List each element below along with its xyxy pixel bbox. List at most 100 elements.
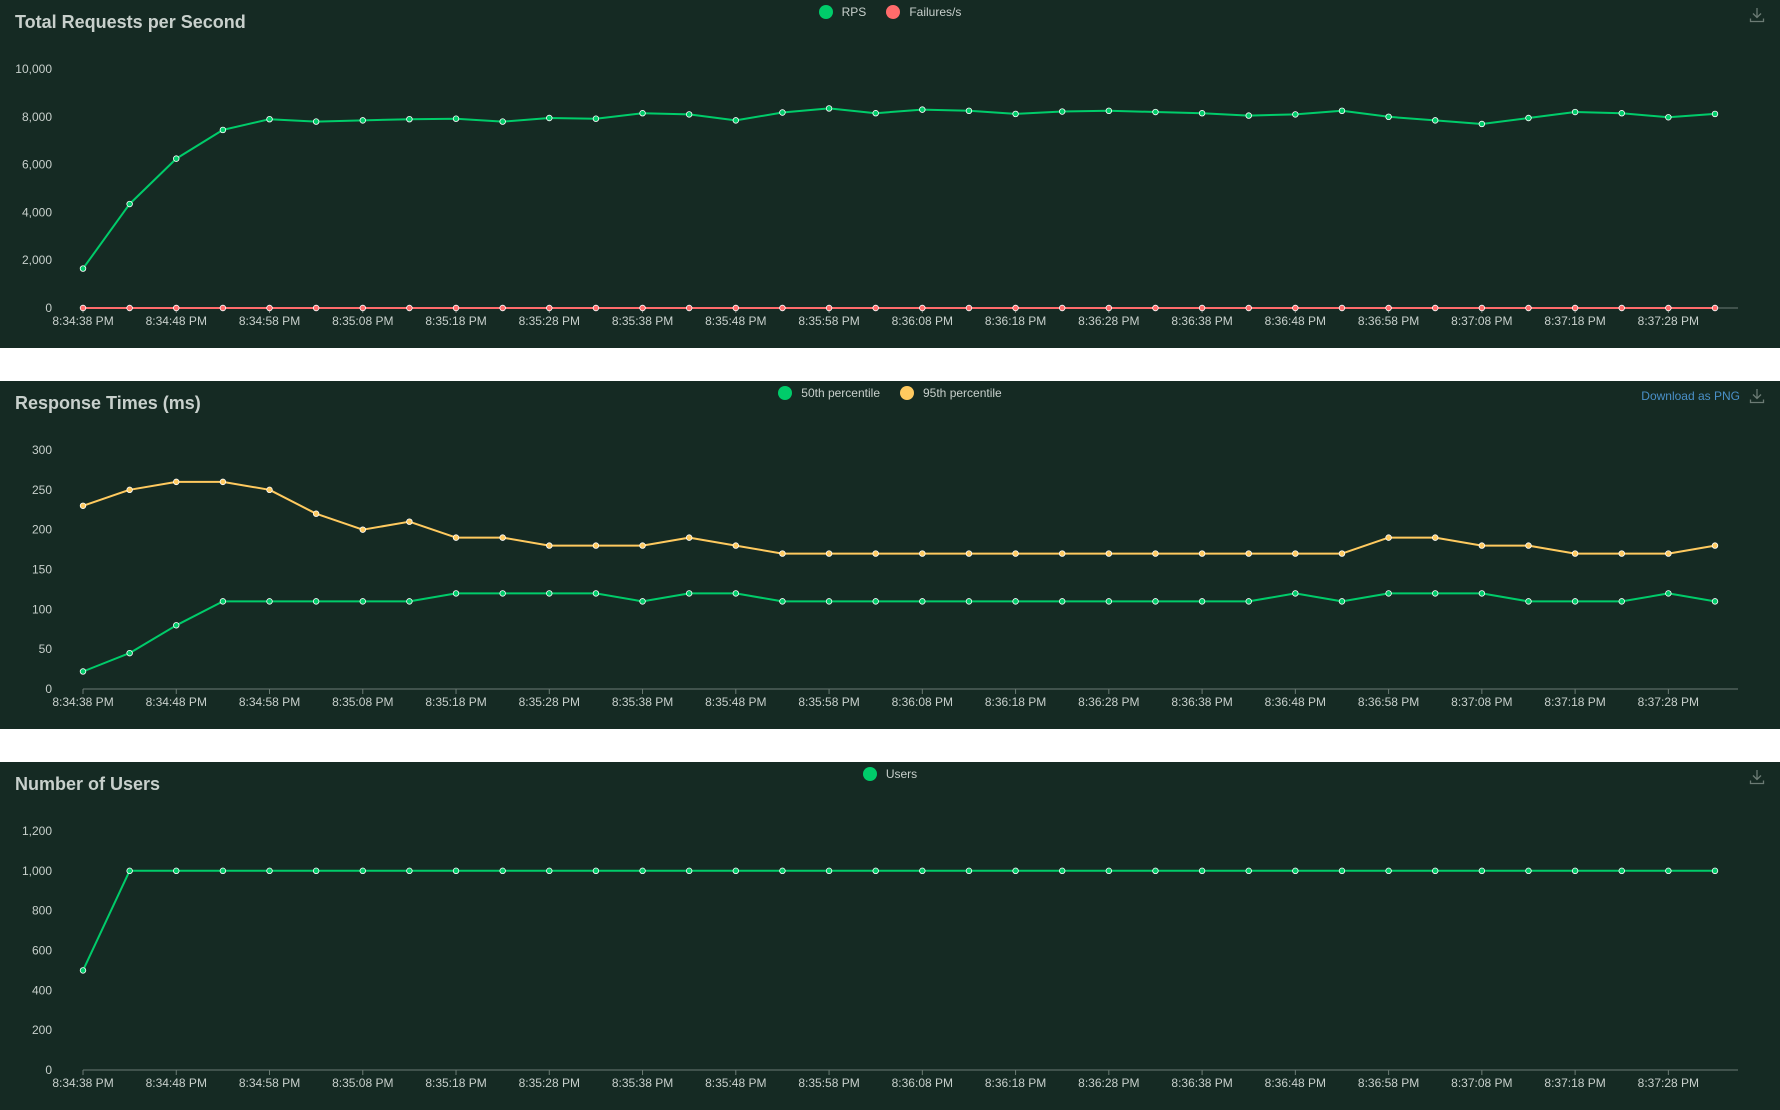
download-icon: [1749, 770, 1765, 785]
legend-users-dot: [862, 767, 877, 781]
50th-percentile-point: [592, 590, 600, 597]
rps-point: [79, 265, 87, 272]
response-times-chart-title: Response Times (ms): [15, 393, 201, 413]
rps-point: [965, 107, 973, 115]
rps-point: [825, 105, 833, 112]
failures-s-point: [312, 304, 320, 312]
x-tick-label: 8:35:58 PM: [798, 1076, 859, 1090]
y-tick-label: 4,000: [22, 205, 52, 219]
response-times-chart: 8:34:38 PM 8:34:48 PM 8:34:58 PM 8:35:08 PM…: [32, 443, 1738, 709]
50th-percentile-point: [1665, 590, 1672, 597]
50th-percentile-point: [919, 598, 926, 605]
x-tick-label: 8:36:38 PM: [1171, 1076, 1232, 1090]
rps-point: [1432, 117, 1439, 124]
x-tick-label: 8:35:48 PM: [705, 695, 766, 709]
rps-point: [546, 114, 553, 122]
users-point: [1618, 867, 1625, 875]
rps-point: [1058, 108, 1066, 115]
x-tick-label: 8:37:08 PM: [1451, 1076, 1512, 1090]
95th-percentile-point: [825, 550, 833, 557]
95th-percentile-point: [1618, 550, 1625, 557]
users-point: [1525, 867, 1532, 875]
x-tick-label: 8:37:18 PM: [1544, 695, 1605, 709]
legend-rps-label: RPS: [841, 5, 867, 19]
legend-item-failures[interactable]: Failures/s: [886, 5, 961, 19]
95th-percentile-point: [639, 542, 646, 549]
users-point: [79, 967, 87, 974]
rps-point: [1292, 111, 1299, 118]
users-point: [1105, 867, 1113, 875]
y-tick-label: 200: [32, 1023, 52, 1037]
failures-s-point: [779, 304, 786, 312]
95th-percentile-point: [732, 542, 739, 549]
users-point: [825, 867, 833, 875]
legend-p95-label: 95th percentile: [923, 386, 1002, 400]
50th-percentile-point: [79, 668, 87, 675]
failures-s-point: [546, 304, 553, 312]
x-tick-label: 8:36:38 PM: [1171, 695, 1232, 709]
x-tick-label: 8:35:58 PM: [798, 695, 859, 709]
y-tick-label: 100: [32, 602, 52, 616]
y-tick-label: 400: [32, 983, 52, 997]
failures-s-point: [1665, 304, 1672, 312]
x-tick-label: 8:35:08 PM: [332, 314, 393, 328]
rps-point: [1245, 112, 1252, 119]
legend-item-p95[interactable]: 95th percentile: [900, 386, 1002, 400]
50th-percentile-point: [779, 598, 786, 605]
y-tick-label: 250: [32, 483, 52, 497]
x-tick-label: 8:34:48 PM: [146, 314, 207, 328]
rps-point: [1711, 110, 1719, 118]
failures-s-point: [1432, 304, 1439, 312]
50th-percentile-point: [452, 590, 460, 597]
50th-percentile-point: [825, 598, 833, 605]
95th-percentile-point: [919, 550, 926, 557]
failures-s-point: [359, 304, 366, 312]
y-tick-label: 0: [45, 682, 52, 696]
50th-percentile-point: [312, 598, 320, 605]
users-point: [406, 867, 413, 875]
rps-point: [1571, 108, 1579, 116]
failures-s-point: [406, 304, 413, 312]
95th-percentile-point: [872, 550, 879, 557]
x-tick-label: 8:34:38 PM: [52, 1076, 113, 1090]
users-point: [592, 867, 600, 875]
x-tick-label: 8:36:18 PM: [985, 695, 1046, 709]
failures-s-point: [1105, 304, 1113, 312]
rps-point: [1105, 107, 1113, 115]
rps-point: [1478, 120, 1486, 128]
rps-point: [359, 117, 366, 124]
x-tick-label: 8:36:48 PM: [1265, 695, 1326, 709]
rps-download-button[interactable]: [1748, 6, 1766, 24]
95th-percentile-point: [406, 518, 413, 525]
response-times-download-button[interactable]: Download as PNG: [1641, 387, 1766, 405]
x-tick-label: 8:36:08 PM: [892, 695, 953, 709]
95th-percentile-point: [779, 550, 786, 557]
users-point: [1245, 867, 1252, 875]
95th-percentile-point: [546, 542, 553, 549]
50th-percentile-point: [639, 598, 646, 605]
x-tick-label: 8:37:08 PM: [1451, 314, 1512, 328]
x-tick-label: 8:35:28 PM: [519, 314, 580, 328]
x-tick-label: 8:35:28 PM: [519, 695, 580, 709]
rps-chart: 8:34:38 PM 8:34:48 PM 8:34:58 PM 8:35:08 PM…: [15, 62, 1738, 328]
failures-s-point: [1525, 304, 1532, 312]
95th-percentile-series-line: [82, 480, 1716, 555]
50th-percentile-point: [1245, 598, 1252, 605]
failures-s-point: [266, 304, 273, 312]
users-download-button[interactable]: [1748, 768, 1766, 786]
50th-percentile-point: [266, 598, 273, 605]
x-tick-label: 8:37:28 PM: [1638, 695, 1699, 709]
y-tick-label: 2,000: [22, 253, 52, 267]
legend-item-users[interactable]: Users: [862, 767, 917, 781]
50th-percentile-point: [1618, 598, 1625, 605]
users-point: [173, 867, 180, 875]
failures-s-point: [126, 304, 133, 312]
95th-percentile-point: [359, 526, 366, 533]
legend-item-rps[interactable]: RPS: [818, 5, 867, 19]
x-tick-label: 8:36:58 PM: [1358, 314, 1419, 328]
x-tick-label: 8:36:38 PM: [1171, 314, 1232, 328]
legend-item-p50[interactable]: 50th percentile: [778, 386, 880, 400]
users-chart-panel: 8:34:38 PM 8:34:48 PM 8:34:58 PM 8:35:08 PM…: [0, 762, 1780, 1110]
50th-percentile-point: [406, 598, 413, 605]
users-series-line: [82, 869, 1715, 971]
